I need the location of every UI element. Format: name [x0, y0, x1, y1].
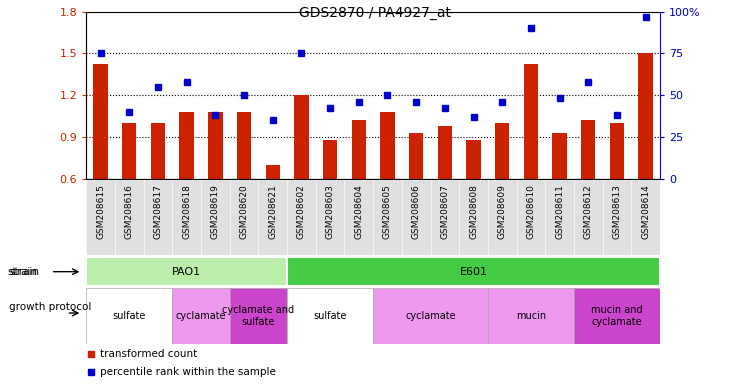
Text: GSM208618: GSM208618	[182, 184, 191, 239]
Text: GSM208606: GSM208606	[412, 184, 421, 239]
Bar	[237, 112, 251, 179]
Text: GSM208608: GSM208608	[469, 184, 478, 239]
Bar	[323, 140, 338, 179]
Text: strain: strain	[9, 266, 39, 277]
Bar	[638, 53, 652, 179]
Bar	[179, 112, 194, 179]
Text: GSM208621: GSM208621	[268, 184, 278, 239]
Text: GSM208617: GSM208617	[154, 184, 163, 239]
Text: GSM208611: GSM208611	[555, 184, 564, 239]
Bar	[151, 123, 165, 179]
Text: transformed count: transformed count	[100, 349, 197, 359]
Text: GSM208614: GSM208614	[641, 184, 650, 239]
Bar	[172, 288, 230, 344]
Bar	[287, 288, 374, 344]
Text: GSM208619: GSM208619	[211, 184, 220, 239]
Text: GSM208612: GSM208612	[584, 184, 592, 239]
Bar	[287, 257, 660, 286]
Text: GSM208607: GSM208607	[440, 184, 449, 239]
Text: GSM208609: GSM208609	[498, 184, 507, 239]
Text: GSM208616: GSM208616	[124, 184, 134, 239]
Bar	[374, 288, 488, 344]
Text: sulfate: sulfate	[314, 311, 346, 321]
Bar	[409, 132, 423, 179]
Bar	[86, 257, 287, 286]
Text: mucin: mucin	[516, 311, 546, 321]
Bar	[380, 112, 394, 179]
Bar	[230, 288, 287, 344]
Text: percentile rank within the sample: percentile rank within the sample	[100, 366, 276, 377]
Text: E601: E601	[460, 266, 488, 277]
Bar	[488, 288, 574, 344]
Bar	[466, 140, 481, 179]
Text: GSM208604: GSM208604	[354, 184, 363, 239]
Text: GSM208603: GSM208603	[326, 184, 334, 239]
Bar	[438, 126, 452, 179]
Text: cyclamate: cyclamate	[176, 311, 226, 321]
Text: GSM208620: GSM208620	[239, 184, 248, 239]
Text: mucin and
cyclamate: mucin and cyclamate	[591, 305, 643, 327]
Bar	[86, 288, 172, 344]
Bar	[122, 123, 136, 179]
Bar	[94, 65, 108, 179]
Bar	[266, 165, 280, 179]
Text: cyclamate: cyclamate	[405, 311, 456, 321]
Bar	[581, 120, 596, 179]
Bar	[352, 120, 366, 179]
Bar	[294, 95, 308, 179]
Bar	[209, 112, 223, 179]
Text: GSM208613: GSM208613	[613, 184, 622, 239]
Bar	[610, 123, 624, 179]
Text: GSM208602: GSM208602	[297, 184, 306, 239]
Text: GSM208615: GSM208615	[96, 184, 105, 239]
Text: GSM208610: GSM208610	[526, 184, 536, 239]
Text: strain: strain	[8, 266, 38, 277]
Bar	[553, 132, 567, 179]
Text: GDS2870 / PA4927_at: GDS2870 / PA4927_at	[299, 6, 451, 20]
Text: growth protocol: growth protocol	[9, 303, 92, 313]
Text: PAO1: PAO1	[172, 266, 201, 277]
Bar	[524, 65, 538, 179]
Bar	[574, 288, 660, 344]
Text: GSM208605: GSM208605	[383, 184, 392, 239]
Bar	[495, 123, 509, 179]
Text: sulfate: sulfate	[112, 311, 146, 321]
Text: cyclamate and
sulfate: cyclamate and sulfate	[222, 305, 295, 327]
